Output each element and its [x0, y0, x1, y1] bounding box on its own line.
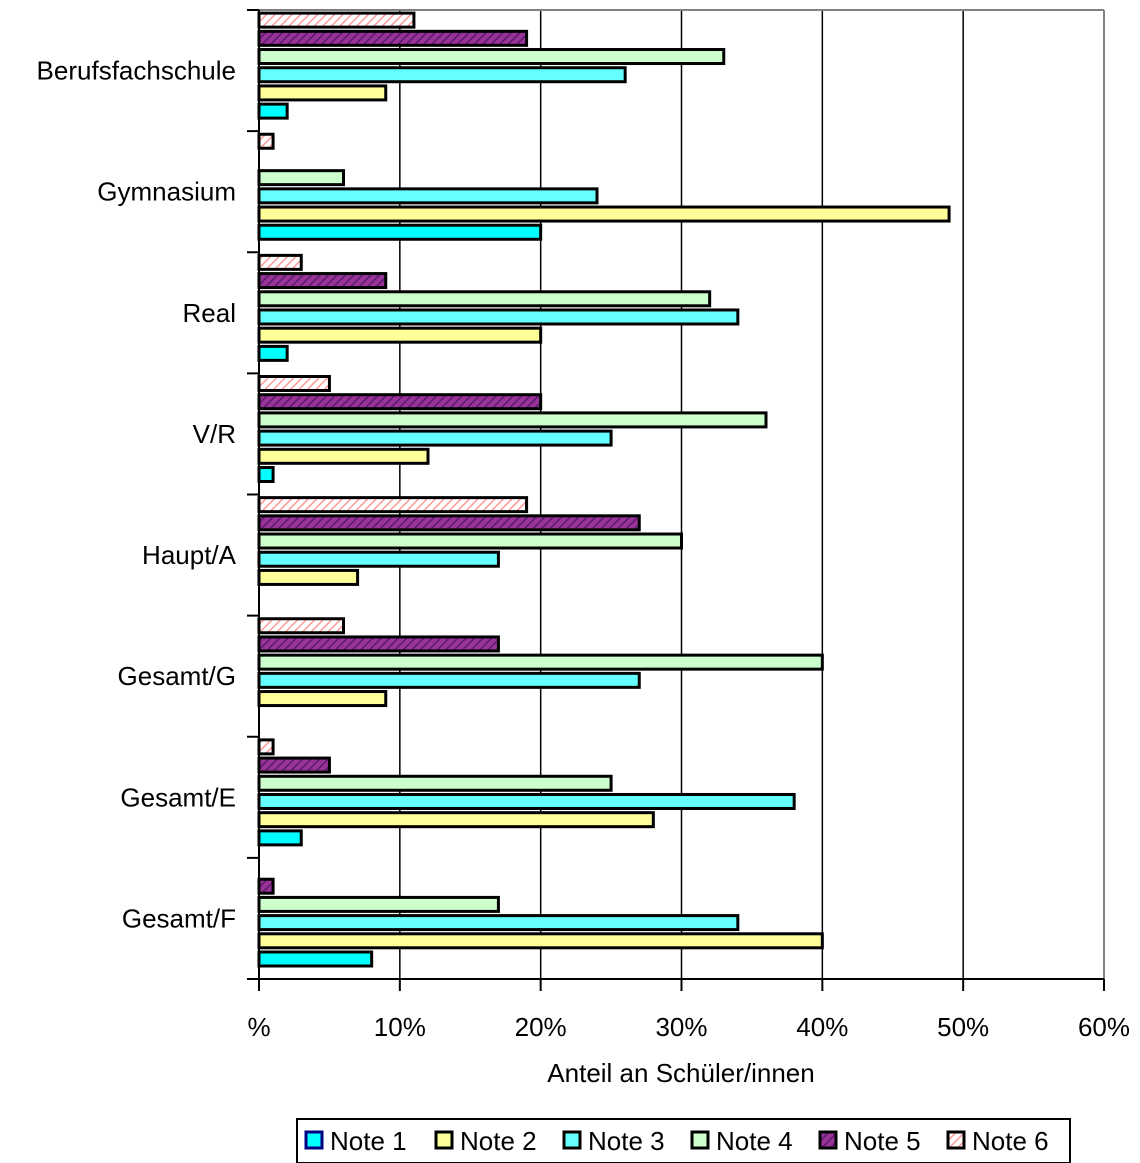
bar-note-5	[257, 635, 500, 653]
x-tick-label: 10%	[374, 1012, 426, 1042]
category-label: Gesamt/F	[122, 903, 236, 933]
bar-note-3	[257, 308, 740, 326]
bar-note-1	[257, 223, 543, 241]
legend-label: Note 5	[844, 1126, 921, 1156]
bar-note-2	[257, 568, 360, 586]
bar-note-3	[257, 914, 740, 932]
bar-note-5	[257, 29, 529, 47]
category-labels: Berufsfachschule Gymnasium Real V/R Haupt/A G…	[37, 56, 237, 934]
bar-note-3	[257, 792, 796, 810]
x-tick-label: 60%	[1078, 1012, 1130, 1042]
legend-swatch	[434, 1130, 454, 1150]
bar-note-1	[257, 102, 289, 120]
x-tick-labels: % 10% 20% 30% 40% 50% 60%	[247, 1012, 1130, 1042]
bar-note-5	[257, 393, 543, 411]
bar-note-4	[257, 411, 768, 429]
bar-note-4	[257, 895, 500, 913]
legend-swatch	[304, 1130, 324, 1150]
legend-box	[296, 1118, 1071, 1163]
bar-note-6	[257, 496, 529, 514]
x-tick-label: 40%	[796, 1012, 848, 1042]
bar-note-2	[257, 326, 543, 344]
legend-label: Note 4	[716, 1126, 793, 1156]
category-label: Gesamt/E	[120, 782, 236, 812]
bar-note-1	[257, 950, 374, 968]
bar-note-4	[257, 532, 683, 550]
x-tick-label: 30%	[655, 1012, 707, 1042]
bar-note-2	[257, 84, 388, 102]
bar-note-6	[257, 253, 303, 271]
x-tick-label: 50%	[937, 1012, 989, 1042]
bar-note-4	[257, 653, 824, 671]
bar-note-6	[257, 617, 345, 635]
bar-note-4	[257, 48, 726, 66]
legend: Note 1 Note 2 Note 3 Note 4 Note 5 Note 6	[296, 1118, 1071, 1163]
legend-label: Note 2	[460, 1126, 537, 1156]
legend-label: Note 6	[972, 1126, 1049, 1156]
bars	[257, 11, 951, 968]
bar-note-6	[257, 738, 275, 756]
x-tick-label: 20%	[515, 1012, 567, 1042]
category-label: Gymnasium	[97, 177, 236, 207]
category-label: Real	[183, 298, 236, 328]
bar-note-1	[257, 466, 275, 483]
bar-note-1	[257, 829, 303, 847]
bar-note-3	[257, 429, 613, 447]
category-label: Berufsfachschule	[37, 56, 236, 86]
bar-note-4	[257, 774, 613, 792]
legend-label: Note 3	[588, 1126, 665, 1156]
legend-swatch	[690, 1130, 710, 1150]
bar-note-2	[257, 690, 388, 708]
x-axis-title: Anteil an Schüler/innen	[547, 1058, 814, 1088]
axes	[247, 9, 1105, 991]
bar-note-5	[257, 514, 641, 532]
bar-note-1	[257, 344, 289, 362]
legend-swatch	[818, 1130, 838, 1150]
bar-note-3	[257, 187, 599, 205]
category-label: V/R	[193, 419, 236, 449]
bar-note-3	[257, 66, 627, 84]
gridlines	[259, 9, 1105, 979]
category-label: Gesamt/G	[118, 661, 236, 691]
bar-note-6	[257, 132, 275, 150]
bar-note-6	[257, 375, 331, 392]
bar-note-2	[257, 205, 951, 223]
bar-note-5	[257, 272, 388, 290]
bar-note-6	[257, 11, 416, 29]
bar-note-5	[257, 877, 275, 895]
legend-swatch	[946, 1130, 966, 1150]
bar-note-4	[257, 169, 345, 187]
bar-note-2	[257, 447, 430, 465]
bar-note-2	[257, 932, 824, 950]
bar-note-2	[257, 811, 655, 829]
bar-note-4	[257, 290, 712, 308]
bar-note-3	[257, 671, 641, 689]
bar-note-5	[257, 756, 331, 774]
legend-label: Note 1	[330, 1126, 407, 1156]
x-tick-label: %	[247, 1012, 270, 1042]
legend-swatch	[562, 1130, 582, 1150]
bar-note-3	[257, 550, 500, 568]
category-label: Haupt/A	[142, 540, 237, 570]
